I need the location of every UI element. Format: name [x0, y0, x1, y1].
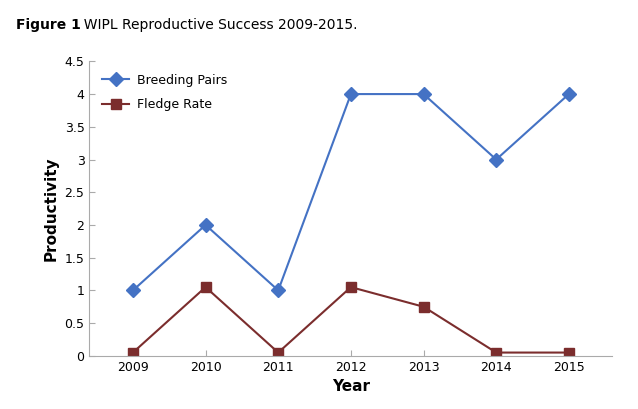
Breeding Pairs: [202, 222, 209, 227]
Line: Fledge Rate: Fledge Rate: [128, 282, 574, 357]
Legend: Breeding Pairs, Fledge Rate: Breeding Pairs, Fledge Rate: [96, 67, 234, 117]
Text: Figure 1: Figure 1: [16, 18, 81, 31]
Fledge Rate: [274, 350, 282, 355]
Breeding Pairs: [347, 92, 355, 97]
Fledge Rate: [565, 350, 573, 355]
Breeding Pairs: [420, 92, 427, 97]
Y-axis label: Productivity: Productivity: [44, 156, 59, 261]
Breeding Pairs: [493, 157, 500, 162]
Breeding Pairs: [565, 92, 573, 97]
Fledge Rate: [202, 285, 209, 290]
Fledge Rate: [347, 285, 355, 290]
Fledge Rate: [129, 350, 137, 355]
Text: . WIPL Reproductive Success 2009-2015.: . WIPL Reproductive Success 2009-2015.: [75, 18, 357, 31]
Line: Breeding Pairs: Breeding Pairs: [128, 89, 574, 295]
X-axis label: Year: Year: [332, 379, 370, 394]
Fledge Rate: [493, 350, 500, 355]
Breeding Pairs: [274, 288, 282, 293]
Fledge Rate: [420, 304, 427, 309]
Breeding Pairs: [129, 288, 137, 293]
